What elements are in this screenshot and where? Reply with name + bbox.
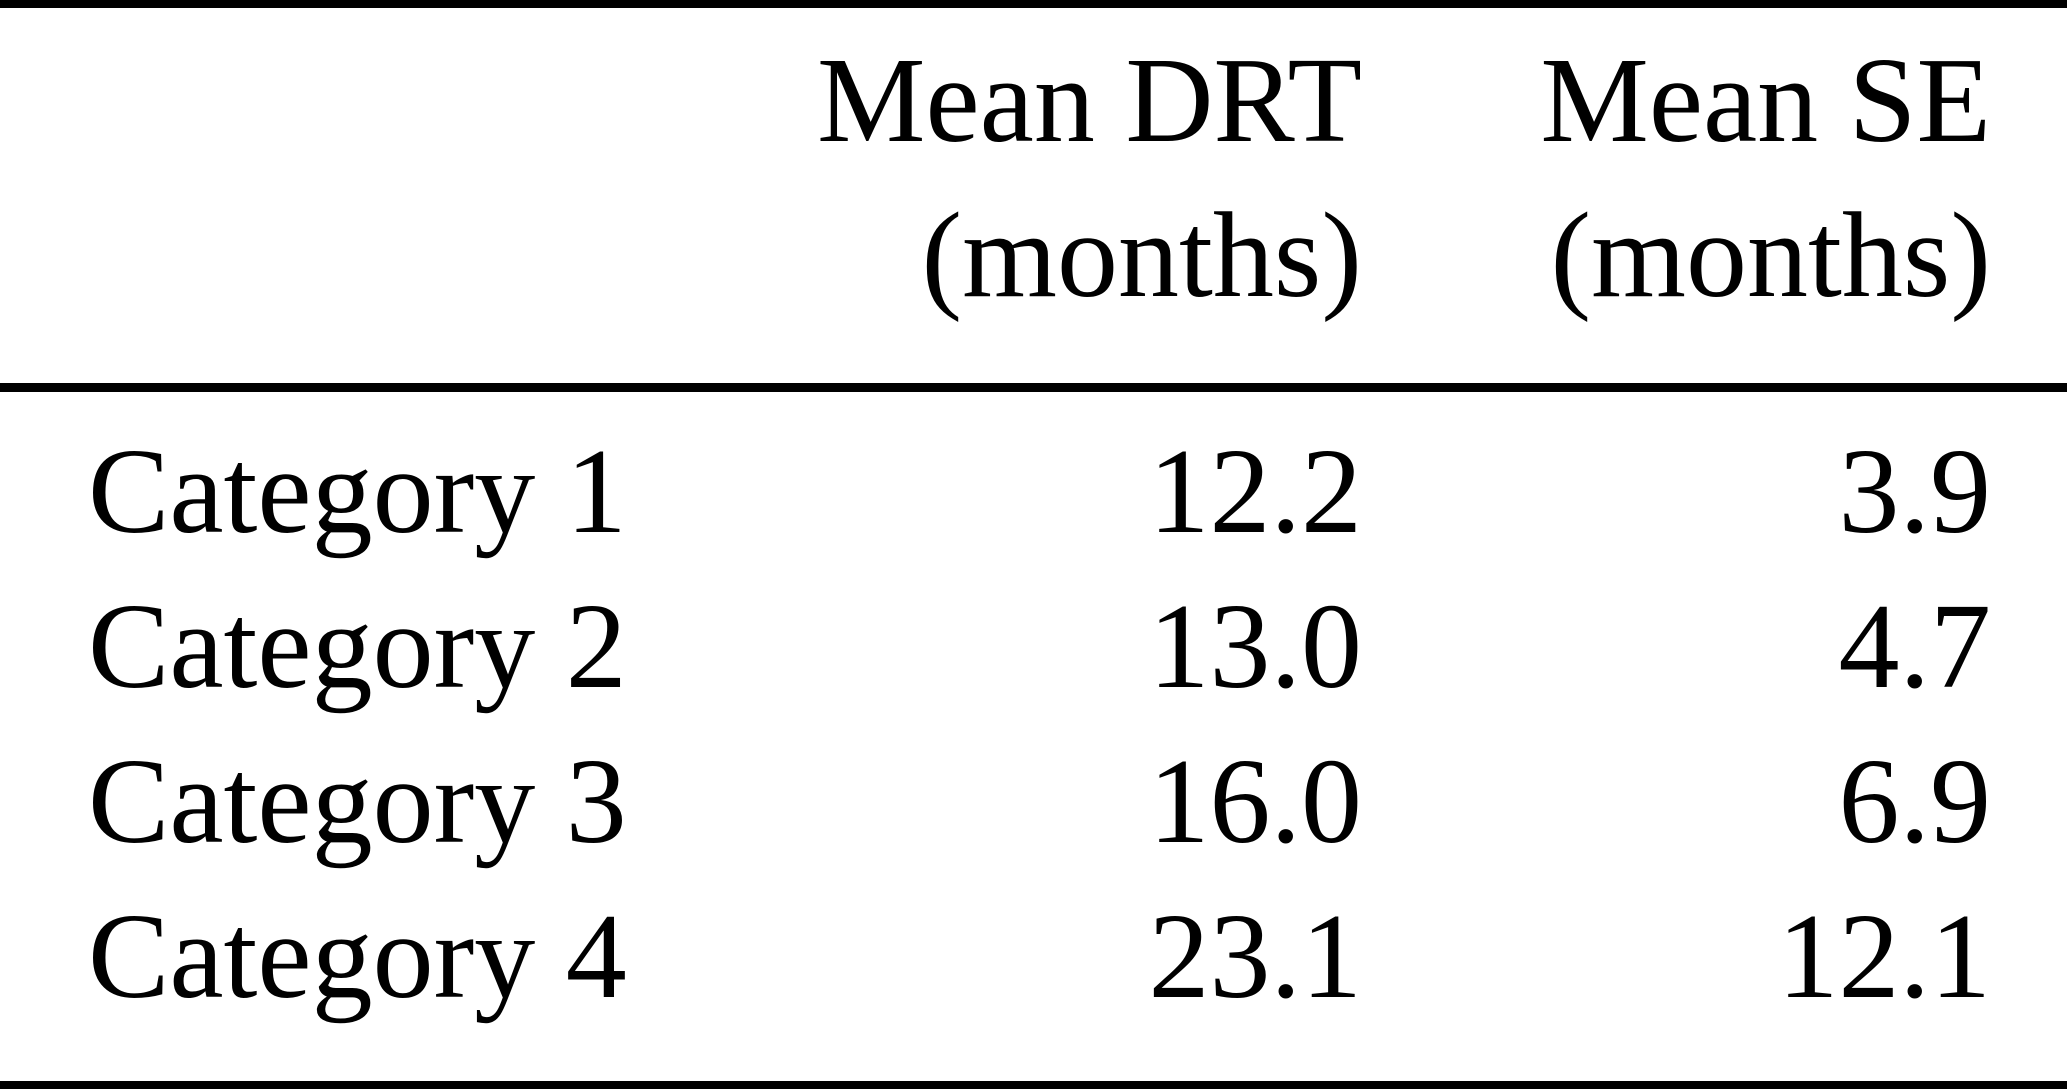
row-label: Category 2: [88, 579, 627, 714]
header-mean-se-line1: Mean SE: [1540, 33, 1991, 168]
header-mean-drt-line2: (months): [921, 188, 1362, 323]
mean-se-value: 3.9: [1838, 424, 1992, 559]
mean-se-value: 6.9: [1838, 734, 1992, 869]
table-row-category-3: Category 3 16.0 6.9: [0, 724, 2067, 879]
header-mean-drt-line1: Mean DRT: [817, 33, 1362, 168]
row-label: Category 4: [88, 889, 627, 1024]
mean-se-value: 12.1: [1777, 889, 1992, 1024]
table-body: Category 1 12.2 3.9 Category 2 13.0 4.7 …: [0, 388, 2067, 1086]
table-header: Mean DRT (months) Mean SE (months): [0, 4, 2067, 392]
header-mean-se: Mean SE (months): [1362, 4, 2067, 392]
header-mean-se-line2: (months): [1550, 188, 1991, 323]
mean-se-value: 4.7: [1838, 579, 1992, 714]
table-row-category-1: Category 1 12.2 3.9: [0, 388, 2067, 570]
header-mean-drt: Mean DRT (months): [700, 4, 1362, 392]
header-empty-cell: [0, 4, 700, 392]
mean-drt-value: 16.0: [1148, 734, 1363, 869]
row-label: Category 1: [88, 424, 627, 559]
table-row-category-2: Category 2 13.0 4.7: [0, 569, 2067, 724]
header-row: Mean DRT (months) Mean SE (months): [0, 4, 2067, 392]
table-row-category-4: Category 4 23.1 12.1: [0, 879, 2067, 1085]
mean-drt-value: 12.2: [1148, 424, 1363, 559]
mean-drt-value: 23.1: [1148, 889, 1363, 1024]
mean-drt-value: 13.0: [1148, 579, 1363, 714]
row-label: Category 3: [88, 734, 627, 869]
